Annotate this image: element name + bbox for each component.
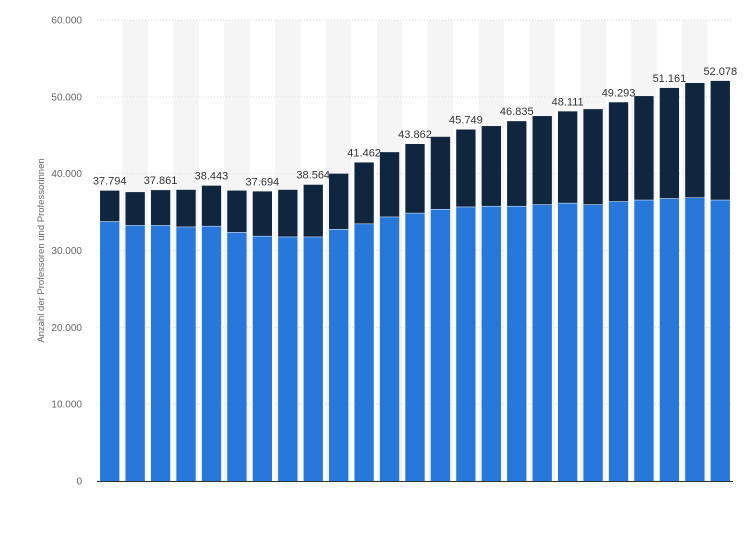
- bar-segment-upper[interactable]: [481, 126, 501, 206]
- bar-segment-lower[interactable]: [201, 225, 222, 481]
- bar-segment-lower[interactable]: [710, 199, 730, 482]
- bar-segment-lower[interactable]: [430, 209, 451, 481]
- y-axis-ticks: 0 10.000 20.000 30.000 40.000 50.000 60.000: [51, 16, 82, 488]
- y-tick-label: 0: [76, 477, 82, 488]
- bar-segment-lower[interactable]: [125, 225, 145, 481]
- bar-segment-lower[interactable]: [532, 204, 552, 481]
- bar-segment-upper[interactable]: [659, 87, 680, 199]
- y-axis-title: Anzahl der Professoren und Professorinne…: [36, 158, 47, 342]
- bar-segment-upper[interactable]: [710, 80, 730, 200]
- bar-value-label: 43.862: [398, 129, 432, 141]
- bar-segment-upper[interactable]: [634, 96, 654, 200]
- bar-segment-upper[interactable]: [201, 185, 222, 226]
- bar-segment-lower[interactable]: [507, 205, 527, 482]
- bar-segment-lower[interactable]: [659, 198, 680, 481]
- bar-segment-upper[interactable]: [405, 143, 425, 213]
- bar-segment-upper[interactable]: [227, 190, 247, 233]
- y-tick-label: 40.000: [51, 169, 82, 180]
- bar-segment-upper[interactable]: [532, 116, 552, 205]
- bar-segment-upper[interactable]: [329, 173, 349, 229]
- bar-segment-upper[interactable]: [252, 191, 273, 236]
- bar-value-label: 41.462: [347, 147, 381, 159]
- bars: [100, 80, 730, 482]
- bar-segment-upper[interactable]: [100, 190, 120, 222]
- y-tick-label: 30.000: [51, 246, 82, 257]
- bar-segment-lower[interactable]: [608, 201, 629, 481]
- bar-segment-lower[interactable]: [634, 199, 654, 482]
- bar-value-label: 37.694: [246, 176, 280, 188]
- bar-segment-lower[interactable]: [100, 221, 120, 481]
- bar-segment-lower[interactable]: [303, 236, 323, 481]
- bar-value-label: 46.835: [500, 106, 534, 118]
- bar-value-label: 45.749: [449, 114, 483, 126]
- bar-segment-upper[interactable]: [430, 136, 451, 210]
- bar-segment-lower[interactable]: [685, 197, 705, 482]
- y-tick-label: 60.000: [51, 16, 82, 27]
- bar-segment-upper[interactable]: [608, 102, 629, 202]
- bar-segment-lower[interactable]: [278, 236, 298, 481]
- y-tick-label: 10.000: [51, 400, 82, 411]
- bar-value-label: 52.078: [703, 66, 737, 78]
- bar-value-label: 38.564: [296, 170, 330, 182]
- bar-segment-lower[interactable]: [405, 212, 425, 481]
- bar-segment-lower[interactable]: [354, 223, 374, 481]
- bar-segment-upper[interactable]: [354, 162, 374, 224]
- bar-value-label: 37.861: [144, 175, 178, 187]
- bar-segment-lower[interactable]: [227, 232, 247, 481]
- bar-segment-upper[interactable]: [557, 111, 578, 203]
- bar-segment-upper[interactable]: [583, 109, 603, 205]
- bar-segment-lower[interactable]: [481, 205, 501, 482]
- bar-segment-lower[interactable]: [456, 206, 476, 481]
- y-tick-label: 20.000: [51, 323, 82, 334]
- bar-segment-lower[interactable]: [252, 235, 273, 481]
- bar-value-label: 49.293: [602, 87, 636, 99]
- bar-segment-upper[interactable]: [379, 152, 400, 217]
- bar-segment-lower[interactable]: [557, 202, 578, 481]
- data-labels: 37.794 37.861 38.443 37.694 38.564 41.462 43.8…: [93, 66, 737, 189]
- bar-segment-lower[interactable]: [379, 216, 400, 481]
- bar-segment-upper[interactable]: [150, 190, 171, 226]
- bar-segment-lower[interactable]: [176, 226, 196, 481]
- bar-segment-separator: [456, 206, 476, 208]
- bar-segment-upper[interactable]: [507, 121, 527, 206]
- bar-value-label: 51.161: [653, 73, 687, 85]
- bar-segment-upper[interactable]: [125, 192, 145, 226]
- bar-value-label: 48.111: [552, 96, 584, 108]
- bar-value-label: 37.794: [93, 176, 127, 188]
- bar-segment-lower[interactable]: [583, 204, 603, 481]
- bar-segment-lower[interactable]: [329, 228, 349, 481]
- bar-segment-upper[interactable]: [303, 184, 323, 237]
- bar-segment-upper[interactable]: [176, 189, 196, 227]
- bar-segment-upper[interactable]: [278, 189, 298, 237]
- y-tick-label: 50.000: [51, 92, 82, 103]
- bar-segment-upper[interactable]: [456, 129, 476, 207]
- bar-segment-lower[interactable]: [150, 225, 171, 481]
- bar-value-label: 38.443: [195, 171, 229, 183]
- bar-segment-upper[interactable]: [685, 83, 705, 198]
